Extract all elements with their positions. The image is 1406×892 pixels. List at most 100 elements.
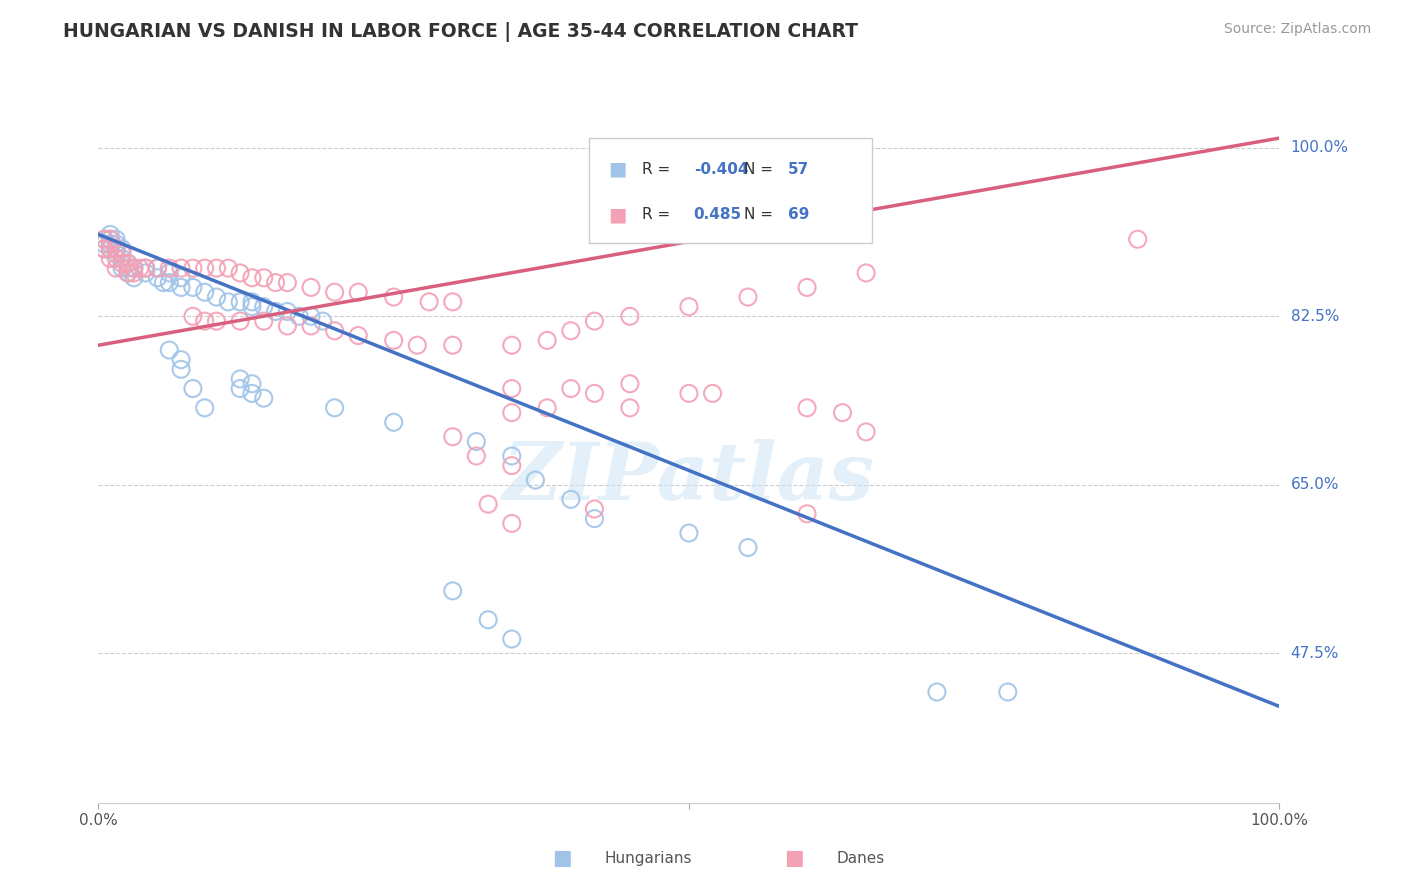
Text: ■: ■	[785, 848, 804, 868]
Point	[98, 232, 121, 246]
Text: 57: 57	[789, 161, 810, 177]
Point	[146, 270, 169, 285]
Text: ■: ■	[609, 160, 627, 178]
Point	[382, 415, 405, 429]
Point	[135, 266, 157, 280]
Point	[501, 632, 523, 646]
Text: Danes: Danes	[837, 851, 884, 865]
Point	[465, 434, 488, 449]
Point	[323, 285, 346, 300]
Point	[135, 261, 157, 276]
Point	[796, 401, 818, 415]
Point	[796, 280, 818, 294]
Text: 82.5%: 82.5%	[1291, 309, 1339, 324]
Point	[117, 266, 139, 280]
Point	[217, 261, 239, 276]
Text: 100.0%: 100.0%	[1291, 140, 1348, 155]
Point	[382, 290, 405, 304]
Point	[170, 352, 193, 367]
Point	[152, 276, 174, 290]
Point	[117, 256, 139, 270]
Point	[240, 300, 263, 314]
Point	[323, 401, 346, 415]
Point	[299, 310, 322, 324]
Text: 0.485: 0.485	[693, 207, 742, 222]
Point	[560, 492, 582, 507]
Point	[98, 237, 121, 252]
Point	[465, 449, 488, 463]
Point	[122, 270, 145, 285]
Point	[737, 290, 759, 304]
Text: ■: ■	[553, 848, 572, 868]
Point	[501, 449, 523, 463]
Point	[93, 242, 115, 256]
Text: 69: 69	[789, 207, 810, 222]
Point	[98, 252, 121, 266]
Point	[678, 386, 700, 401]
Point	[146, 261, 169, 276]
Point	[111, 252, 134, 266]
Point	[229, 372, 252, 386]
Text: N =: N =	[744, 161, 779, 177]
Point	[678, 300, 700, 314]
Point	[105, 252, 128, 266]
Text: 65.0%: 65.0%	[1291, 477, 1339, 492]
Point	[276, 276, 298, 290]
Point	[323, 324, 346, 338]
Point	[501, 406, 523, 420]
Point	[855, 266, 877, 280]
Point	[1126, 232, 1149, 246]
Point	[98, 232, 121, 246]
FancyBboxPatch shape	[589, 138, 872, 243]
Point	[128, 261, 150, 276]
Point	[583, 511, 606, 525]
Point	[997, 685, 1019, 699]
Point	[288, 310, 311, 324]
Point	[111, 261, 134, 276]
Point	[157, 266, 180, 280]
Point	[536, 401, 558, 415]
Text: ■: ■	[609, 205, 627, 225]
Point	[477, 613, 499, 627]
Point	[157, 276, 180, 290]
Text: -0.404: -0.404	[693, 161, 748, 177]
Point	[93, 232, 115, 246]
Point	[240, 294, 263, 309]
Point	[524, 473, 547, 487]
Point	[702, 386, 724, 401]
Point	[194, 285, 217, 300]
Point	[105, 242, 128, 256]
Point	[170, 362, 193, 376]
Point	[122, 266, 145, 280]
Point	[477, 497, 499, 511]
Point	[441, 294, 464, 309]
Text: ZIPatlas: ZIPatlas	[503, 439, 875, 516]
Point	[501, 516, 523, 531]
Point	[583, 386, 606, 401]
Point	[105, 237, 128, 252]
Point	[501, 338, 523, 352]
Point	[93, 232, 115, 246]
Point	[229, 294, 252, 309]
Text: Hungarians: Hungarians	[605, 851, 692, 865]
Point	[205, 314, 228, 328]
Point	[98, 242, 121, 256]
Point	[583, 314, 606, 328]
Point	[111, 256, 134, 270]
Point	[796, 507, 818, 521]
Point	[122, 261, 145, 276]
Point	[240, 386, 263, 401]
Point	[117, 256, 139, 270]
Point	[170, 270, 193, 285]
Point	[111, 242, 134, 256]
Point	[93, 237, 115, 252]
Point	[925, 685, 948, 699]
Point	[737, 541, 759, 555]
Point	[205, 261, 228, 276]
Point	[299, 318, 322, 333]
Point	[253, 270, 276, 285]
Point	[276, 318, 298, 333]
Point	[347, 328, 370, 343]
Point	[98, 227, 121, 242]
Point	[194, 261, 217, 276]
